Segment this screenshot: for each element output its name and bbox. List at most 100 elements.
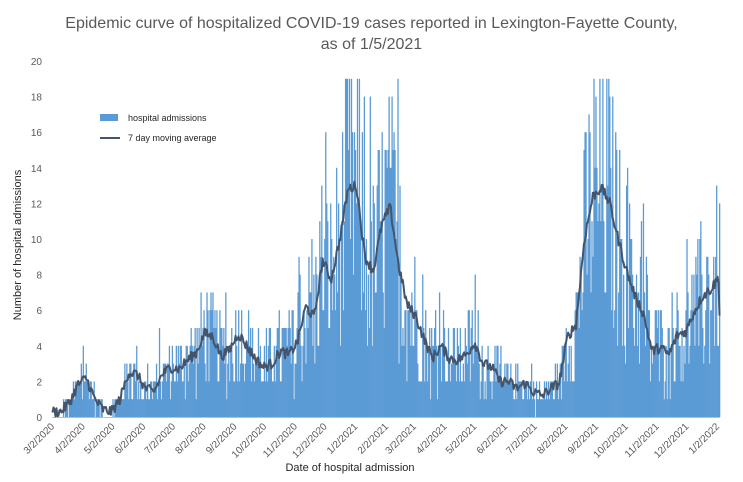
bar (513, 399, 515, 417)
bar (149, 381, 152, 417)
bar (293, 399, 295, 417)
bar (171, 345, 174, 417)
bar (635, 274, 638, 417)
bar (676, 292, 678, 417)
bar (353, 132, 356, 417)
bar (394, 150, 396, 417)
y-tick-label: 4 (36, 342, 42, 353)
bar (376, 185, 378, 417)
bar (480, 381, 482, 417)
bar (122, 399, 124, 417)
bar (72, 381, 75, 417)
bar (262, 381, 265, 417)
bar (328, 328, 330, 417)
bar (412, 345, 414, 417)
bar (292, 310, 294, 417)
bar (568, 345, 570, 417)
bar (609, 96, 611, 417)
bar (335, 310, 337, 417)
bar (355, 203, 358, 417)
bar (356, 78, 359, 418)
bar (419, 381, 421, 417)
bar (599, 78, 601, 418)
bar (215, 328, 217, 417)
bar (168, 345, 171, 417)
bar (176, 381, 178, 417)
bar (590, 292, 592, 417)
bar (439, 345, 442, 417)
bar (312, 345, 314, 417)
bar (620, 239, 622, 417)
bar (438, 292, 441, 417)
bar (185, 345, 187, 417)
bar (327, 221, 329, 417)
bar (131, 399, 133, 417)
bar (421, 381, 423, 417)
bar (495, 381, 497, 417)
bar (629, 239, 632, 417)
bar (202, 328, 204, 417)
bar (247, 310, 250, 417)
legend-label-7-day-moving-average: 7 day moving average (128, 133, 217, 143)
bar (637, 292, 640, 417)
bar (390, 167, 392, 417)
bar (326, 203, 328, 417)
y-tick-label: 20 (31, 57, 43, 68)
bar (646, 274, 649, 417)
bar (83, 381, 85, 417)
bar (545, 381, 548, 417)
bar (464, 328, 466, 417)
bar (667, 328, 669, 417)
bar (334, 274, 336, 417)
bar (675, 328, 677, 417)
bar (137, 399, 139, 417)
bar (660, 310, 662, 417)
bar (311, 239, 313, 417)
bar (354, 150, 357, 417)
bar (373, 203, 375, 417)
bar (377, 150, 379, 417)
bar (359, 221, 362, 417)
bar (515, 363, 517, 417)
bar (244, 363, 247, 417)
bar (213, 328, 215, 417)
bar (569, 381, 571, 417)
bar (462, 363, 464, 417)
bar (516, 399, 518, 417)
bar (427, 381, 429, 417)
bar (441, 345, 444, 417)
bar (714, 345, 716, 417)
bar (529, 381, 532, 417)
bar (251, 328, 254, 417)
bar (442, 310, 445, 417)
bar (549, 381, 552, 417)
bar (263, 345, 266, 417)
bar (342, 310, 345, 417)
bar (264, 381, 267, 417)
bar (92, 399, 94, 417)
bar (425, 310, 427, 417)
bar (357, 203, 360, 417)
bar (309, 292, 311, 417)
bar (338, 203, 340, 417)
bar (193, 345, 195, 417)
bar (324, 239, 326, 417)
bar (453, 328, 456, 417)
bar (283, 328, 285, 417)
bar (711, 310, 713, 417)
bar (147, 363, 149, 417)
bar (369, 96, 371, 417)
bar (178, 363, 180, 417)
bar (116, 399, 118, 417)
bar (386, 167, 388, 417)
bar (241, 310, 243, 417)
bar (706, 256, 708, 417)
bar (696, 274, 698, 417)
bar (179, 345, 181, 417)
bar (217, 381, 219, 417)
bar (655, 310, 657, 417)
bar (567, 363, 569, 417)
bar (315, 256, 317, 417)
bar (572, 381, 574, 417)
bar (194, 328, 196, 417)
